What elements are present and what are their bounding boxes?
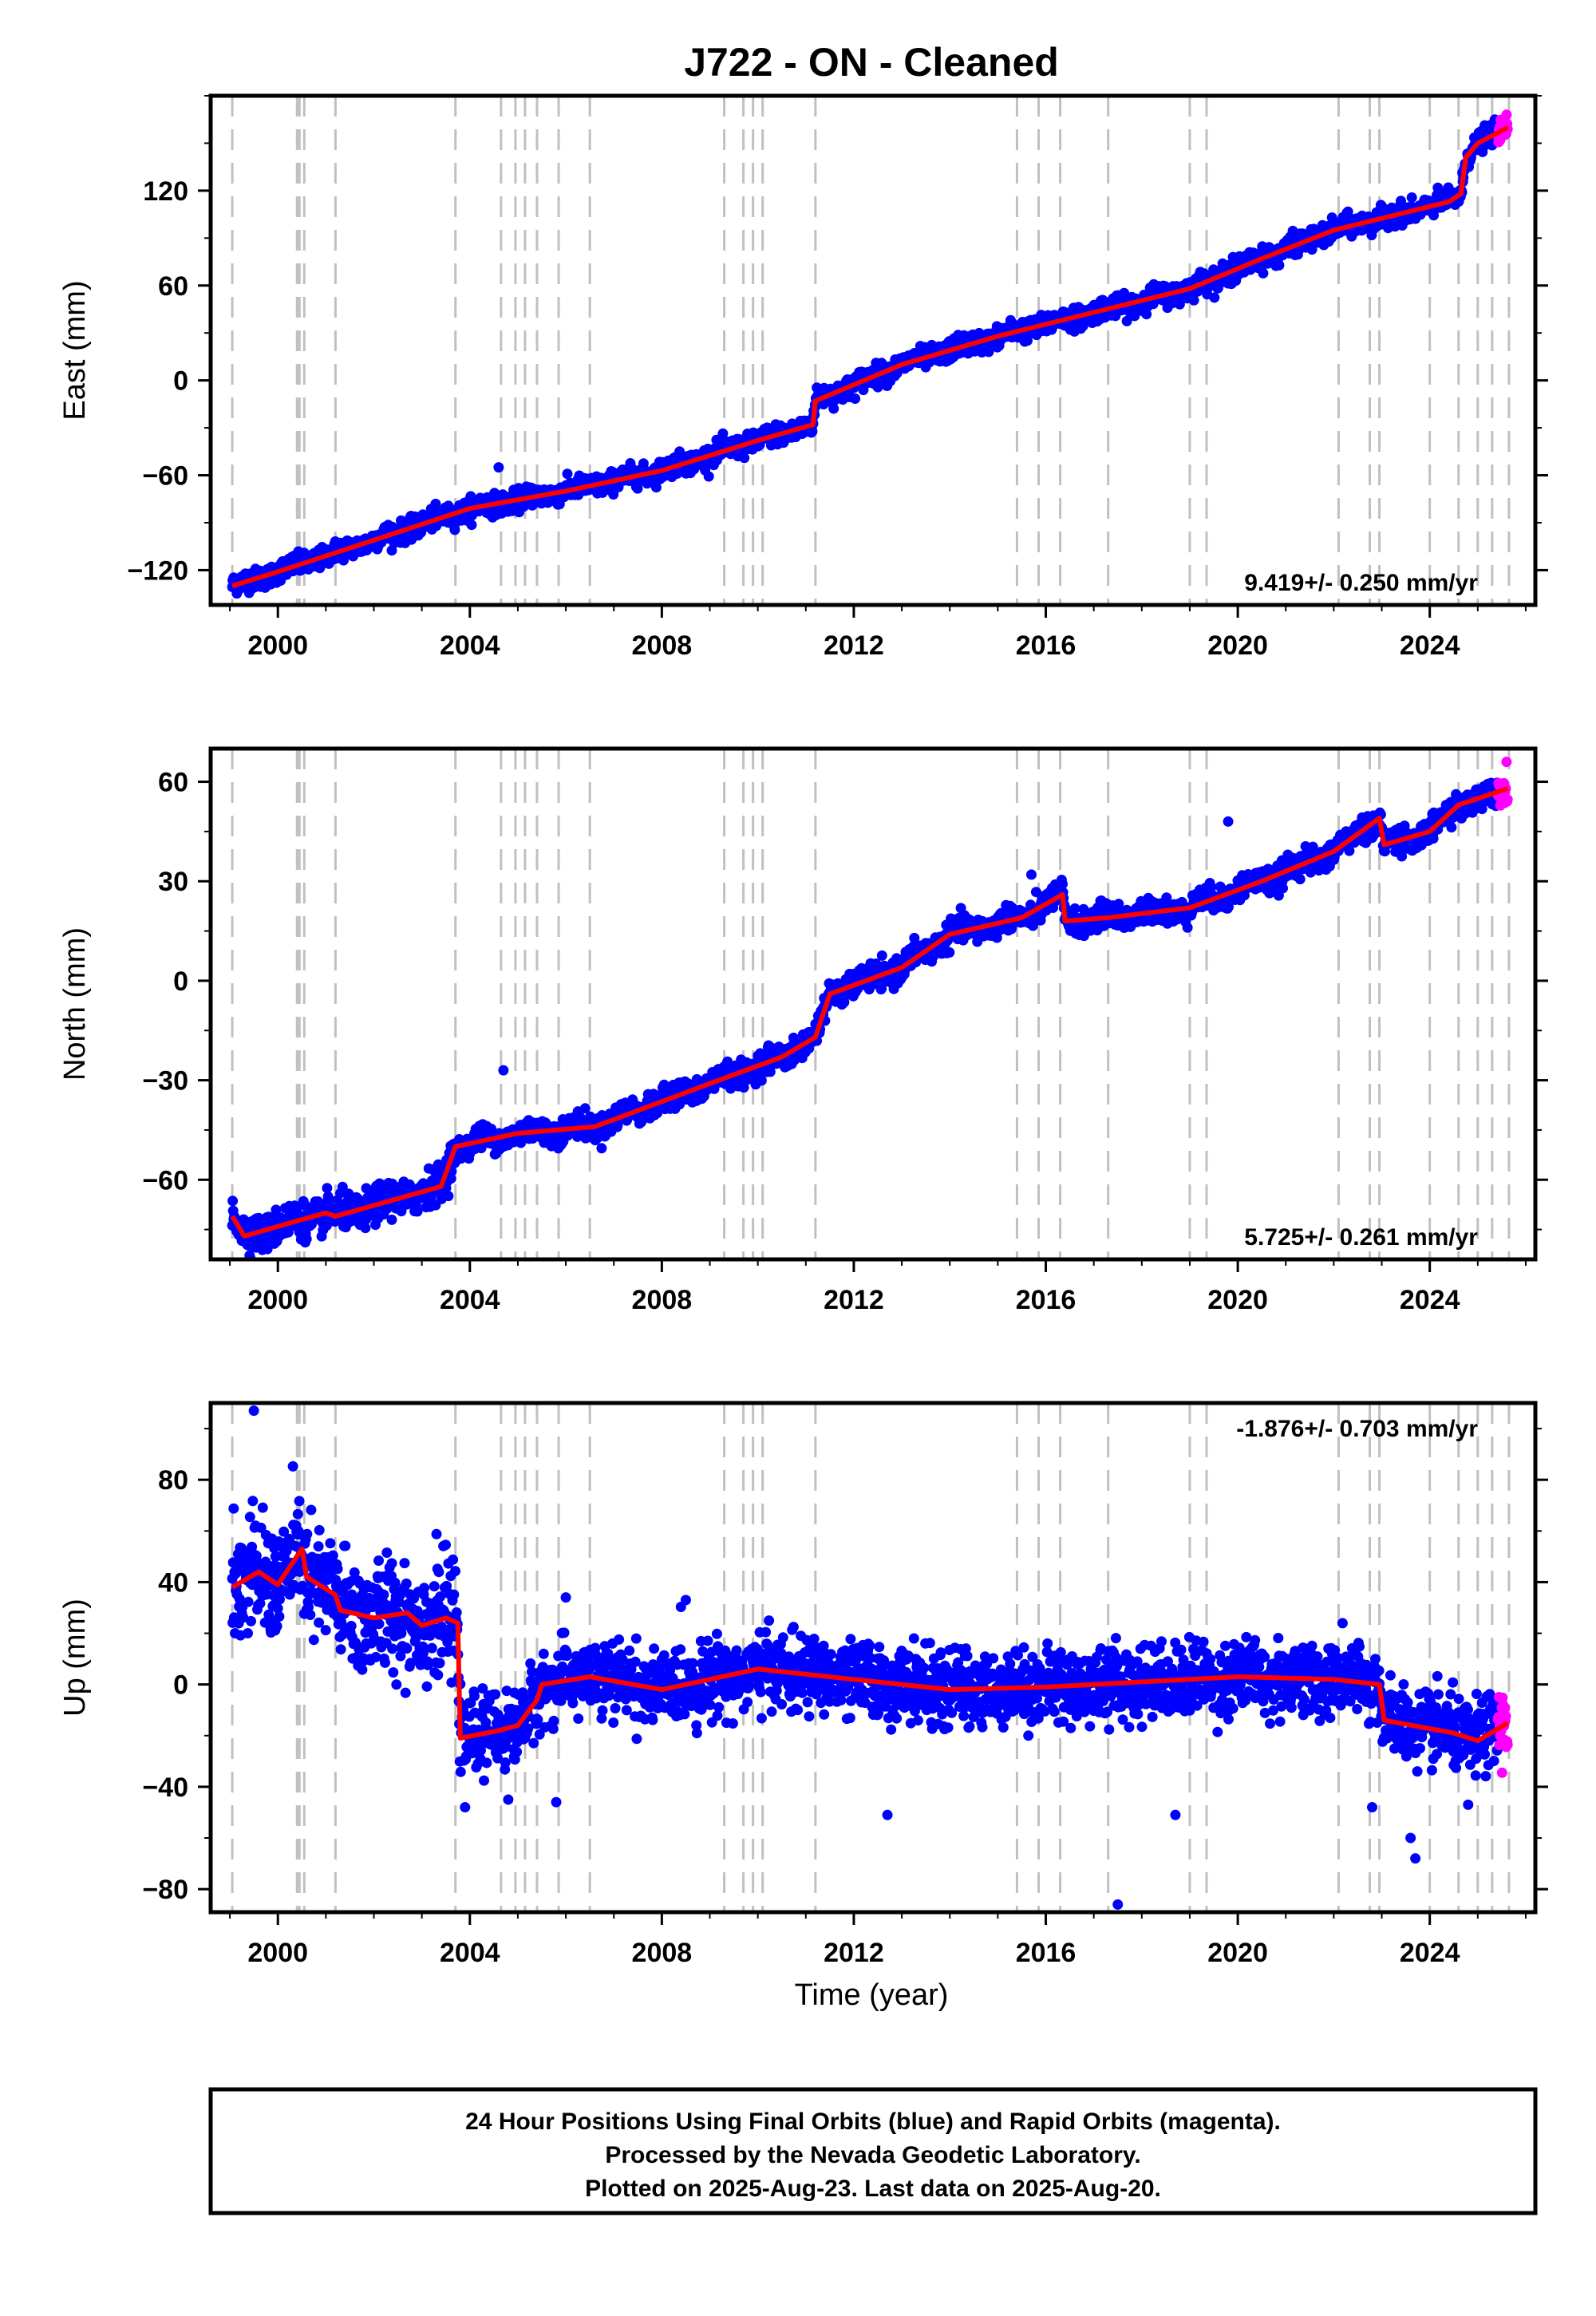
outlier-point bbox=[431, 520, 442, 532]
data-point bbox=[876, 983, 887, 994]
data-point bbox=[1129, 310, 1140, 322]
x-tick-label: 2012 bbox=[824, 630, 884, 661]
data-point bbox=[337, 1181, 348, 1192]
x-tick-label: 2004 bbox=[440, 630, 500, 661]
data-point bbox=[1030, 887, 1041, 898]
data-point bbox=[466, 520, 477, 531]
data-point bbox=[764, 1066, 776, 1077]
x-tick-label: 2016 bbox=[1016, 630, 1077, 661]
x-tick-label: 2020 bbox=[1207, 630, 1268, 661]
data-point bbox=[322, 1191, 334, 1202]
data-point bbox=[360, 1223, 371, 1234]
x-tick-label: 2008 bbox=[632, 630, 693, 661]
data-point bbox=[516, 1137, 527, 1148]
data-point bbox=[227, 1196, 239, 1207]
data-point bbox=[703, 471, 714, 482]
data-point bbox=[807, 426, 818, 437]
daily-positions bbox=[227, 757, 1513, 1259]
x-tick-label: 2024 bbox=[1400, 630, 1460, 661]
data-point bbox=[476, 1143, 487, 1154]
y-tick-label: 60 bbox=[158, 271, 188, 302]
data-point bbox=[850, 393, 861, 404]
data-point bbox=[828, 403, 839, 414]
y-tick-label: −60 bbox=[142, 461, 188, 492]
data-point bbox=[1209, 292, 1220, 303]
data-point bbox=[1258, 267, 1269, 279]
outlier-point bbox=[1227, 251, 1238, 263]
data-point bbox=[1069, 903, 1080, 914]
y-tick-label: 0 bbox=[173, 366, 188, 397]
data-point bbox=[717, 428, 729, 439]
data-point bbox=[1274, 259, 1285, 271]
plot-frame bbox=[208, 93, 1538, 607]
data-point bbox=[301, 1234, 312, 1244]
data-point bbox=[430, 498, 441, 509]
data-point bbox=[739, 453, 750, 464]
data-point bbox=[412, 1206, 423, 1217]
y-axis-label: East (mm) bbox=[58, 280, 92, 420]
plot-area bbox=[227, 749, 1513, 1259]
east-panel: −120 −60 0 60 120 2000 2004 2008 2012 2016 2020 202… bbox=[58, 93, 1548, 661]
data-point bbox=[909, 932, 920, 943]
data-point bbox=[579, 1103, 591, 1114]
data-point bbox=[271, 1204, 282, 1215]
data-point bbox=[983, 346, 994, 358]
data-point bbox=[674, 446, 685, 457]
data-point bbox=[1188, 294, 1199, 306]
data-point bbox=[944, 947, 955, 958]
data-point bbox=[876, 950, 887, 961]
velocity-annotation: 9.419+/- 0.250 mm/yr bbox=[1244, 570, 1478, 596]
data-point bbox=[443, 1191, 454, 1202]
data-point bbox=[1406, 192, 1417, 203]
data-point bbox=[1121, 315, 1132, 326]
data-point bbox=[1141, 309, 1152, 320]
data-point bbox=[632, 483, 643, 494]
data-point bbox=[1342, 206, 1353, 217]
data-point bbox=[386, 1214, 397, 1225]
data-point bbox=[518, 501, 529, 512]
y-tick-label: 120 bbox=[143, 176, 188, 207]
model-line bbox=[231, 124, 1510, 589]
data-point bbox=[449, 524, 460, 536]
data-point bbox=[562, 468, 573, 480]
data-point bbox=[596, 1143, 607, 1154]
data-point bbox=[322, 1183, 333, 1194]
x-tick-label: 2000 bbox=[247, 630, 308, 661]
data-point bbox=[756, 1075, 767, 1086]
outlier-point bbox=[1501, 109, 1512, 121]
data-point bbox=[1057, 879, 1068, 890]
chart-title: J722 - ON - Cleaned bbox=[684, 40, 1059, 85]
y-tick-label: −120 bbox=[127, 555, 188, 586]
outlier-point bbox=[493, 462, 504, 473]
plot-area bbox=[227, 96, 1513, 605]
